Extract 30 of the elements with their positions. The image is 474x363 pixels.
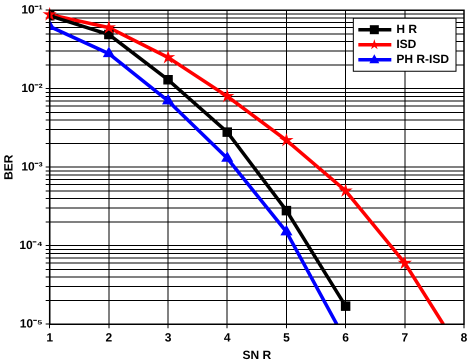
point — [162, 94, 174, 104]
legend-label: ISD — [396, 37, 417, 52]
legend-label: PH R-ISD — [396, 52, 450, 66]
legend-label: H R — [396, 22, 418, 36]
point — [280, 225, 292, 236]
y-axis-title: BER — [2, 154, 16, 180]
y-tick-label: 10⁻² — [21, 81, 43, 96]
y-tick-label: 10⁻⁴ — [19, 238, 43, 252]
x-tick-label: 8 — [460, 330, 468, 345]
x-tick-label: 5 — [283, 330, 290, 345]
point — [222, 127, 232, 137]
x-axis-title: SN R — [242, 348, 272, 362]
x-tick-label: 4 — [224, 330, 231, 345]
x-tick-label: 2 — [106, 330, 113, 345]
x-tick-label: 7 — [401, 330, 408, 345]
point — [340, 301, 350, 311]
point — [220, 88, 234, 102]
x-tick-label: 6 — [342, 330, 350, 345]
point — [103, 47, 115, 58]
point — [222, 152, 233, 162]
y-tick-label: 10⁻³ — [21, 160, 43, 174]
x-tick-label: 1 — [46, 330, 54, 345]
point — [279, 132, 294, 146]
y-tick-label: 10⁻¹ — [21, 2, 43, 17]
point — [338, 183, 353, 197]
point — [282, 206, 292, 216]
point — [398, 256, 412, 270]
y-tick-label: 10⁻⁵ — [20, 316, 43, 331]
x-tick-label: 3 — [164, 330, 172, 345]
point — [163, 75, 173, 84]
